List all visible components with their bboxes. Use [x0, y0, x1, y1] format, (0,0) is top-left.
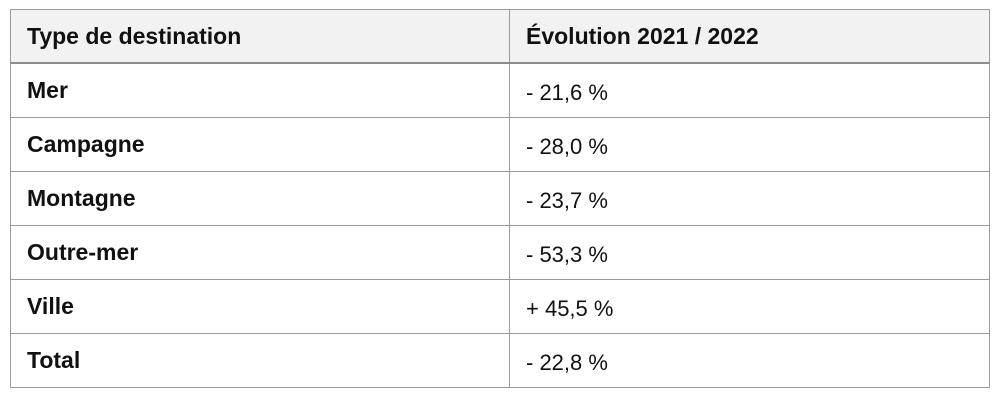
destination-evolution-table: Type de destination Évolution 2021 / 202…	[10, 9, 990, 388]
table-row: Outre-mer - 53,3 %	[10, 224, 990, 280]
header-evolution: Évolution 2021 / 2022	[509, 9, 990, 64]
header-row: Type de destination Évolution 2021 / 202…	[10, 9, 990, 64]
evolution-cell: + 45,5 %	[509, 278, 990, 334]
table-row: Ville + 45,5 %	[10, 278, 990, 334]
evolution-cell: - 28,0 %	[509, 116, 990, 172]
table-container: Type de destination Évolution 2021 / 202…	[10, 9, 990, 388]
destination-cell: Total	[10, 332, 510, 388]
table-header: Type de destination Évolution 2021 / 202…	[10, 9, 990, 64]
evolution-cell: - 21,6 %	[509, 62, 990, 118]
destination-cell: Campagne	[10, 116, 510, 172]
table-row: Montagne - 23,7 %	[10, 170, 990, 226]
destination-cell: Mer	[10, 62, 510, 118]
evolution-cell: - 23,7 %	[509, 170, 990, 226]
table-body: Mer - 21,6 % Campagne - 28,0 % Montagne …	[10, 62, 990, 388]
table-row-total: Total - 22,8 %	[10, 332, 990, 388]
table-row: Campagne - 28,0 %	[10, 116, 990, 172]
header-destination-type: Type de destination	[10, 9, 510, 64]
evolution-cell: - 53,3 %	[509, 224, 990, 280]
evolution-cell: - 22,8 %	[509, 332, 990, 388]
destination-cell: Ville	[10, 278, 510, 334]
table-row: Mer - 21,6 %	[10, 62, 990, 118]
destination-cell: Outre-mer	[10, 224, 510, 280]
destination-cell: Montagne	[10, 170, 510, 226]
